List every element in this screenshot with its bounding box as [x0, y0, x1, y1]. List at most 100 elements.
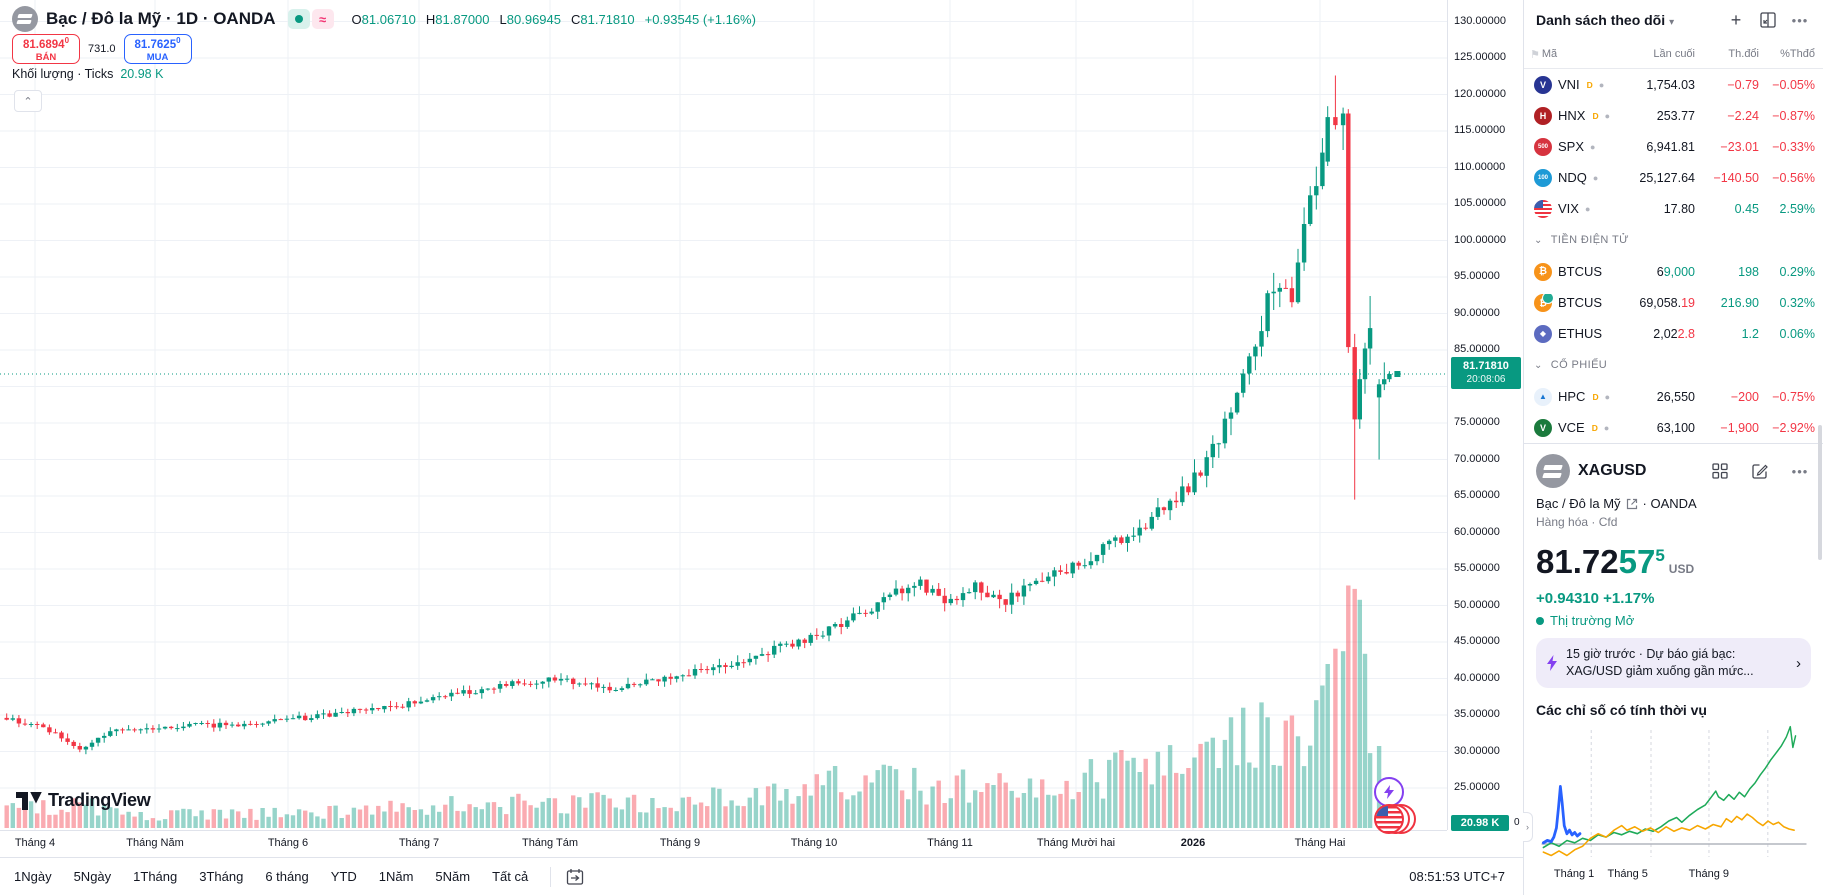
panel-symbol-name[interactable]: Bạc / Đô la Mỹ	[1536, 496, 1621, 511]
daily-change: +0.93545 (+1.16%)	[644, 11, 756, 27]
spx-logo-icon: 500	[1534, 137, 1552, 156]
timeframe-ytd[interactable]: YTD	[330, 869, 357, 884]
news-headline-pill[interactable]: 15 giờ trước · Dự báo giá bạc: XAG/USD g…	[1536, 638, 1811, 688]
column-change[interactable]: Th.đổi	[1728, 48, 1759, 60]
watchlist-row-spx[interactable]: 500 SPX ● 6,941.81 −23.01 −0.33%	[1524, 131, 1823, 162]
timeframe-6-tháng[interactable]: 6 tháng	[265, 869, 309, 884]
market-state-dot-icon: ●	[1604, 110, 1611, 121]
delayed-data-badge: D	[1586, 79, 1593, 90]
watchlist-row-hnx[interactable]: H HNX D ● 253.77 −2.24 −0.87%	[1524, 100, 1823, 131]
price-tick: 85.00000	[1454, 343, 1500, 355]
seasonality-chart-svg[interactable]	[1536, 722, 1812, 867]
column-symbol[interactable]: Mã	[1541, 48, 1558, 60]
news-flash-event-icon[interactable]	[1374, 777, 1404, 807]
sell-button[interactable]: 81.68940 BÁN	[12, 34, 80, 64]
panel-symbol[interactable]: XAGUSD	[1578, 462, 1647, 479]
main-chart[interactable]	[0, 0, 1447, 830]
watchlist-layout-icon[interactable]	[1757, 9, 1779, 31]
watchlist-row-vix[interactable]: VIX ● 17.80 0.45 2.59%	[1524, 193, 1823, 224]
price-tick: 105.00000	[1454, 197, 1506, 209]
price-tick: 30.00000	[1454, 744, 1500, 757]
chevron-down-icon: ▾	[1669, 17, 1675, 28]
tradingview-logo[interactable]: TradingView	[16, 790, 151, 811]
watchlist-row-hpc[interactable]: ▲ HPC D ● 26,550 −200 −0.75%	[1524, 381, 1823, 412]
spread-value: 731.0	[88, 43, 116, 55]
column-last[interactable]: Lần cuối	[1653, 48, 1695, 60]
pane-collapse-button[interactable]: ⌃	[14, 90, 42, 112]
sidebar-collapse-handle[interactable]: ›	[1523, 812, 1533, 842]
date-tick: Tháng 7	[398, 837, 440, 849]
sidebar-scrollbar[interactable]	[1818, 425, 1822, 560]
watchlist-row-btcus[interactable]: ₿ BTCUS 69,000 198 0.29%	[1524, 256, 1823, 287]
watchlist-section-cổ-phiếu[interactable]: ⌄ CỔ PHIẾU	[1534, 359, 1608, 371]
watchlist-row-vce[interactable]: V VCE D ● 63,100 −1,900 −2.92%	[1524, 412, 1823, 443]
right-sidebar: › Danh sách theo dõi ▾ + ••• ⚑ Mã Lần cuố…	[1523, 0, 1823, 895]
last-price: 69,000	[1656, 264, 1695, 279]
column-change-pct[interactable]: %Thđổ	[1780, 48, 1815, 60]
symbol-logo-icon	[1536, 454, 1570, 488]
watchlist-row-ethus[interactable]: ◆ ETHUS 2,022.8 1.2 0.06%	[1524, 318, 1823, 349]
panel-instrument-type: Hàng hóa · Cfd	[1536, 515, 1618, 529]
external-link-icon[interactable]	[1626, 498, 1638, 510]
timeframe-tất-cả[interactable]: Tất cả	[492, 869, 529, 884]
ohlc-item: H81.87000	[425, 11, 490, 27]
price-tick: 70.00000	[1454, 452, 1500, 465]
watchlist-row-vni[interactable]: V VNI D ● 1,754.03 −0.79 −0.05%	[1524, 69, 1823, 100]
timeframe-5ngày[interactable]: 5Ngày	[73, 869, 112, 884]
buy-button[interactable]: 81.76250 MUA	[123, 34, 192, 64]
watchlist-row-ndq[interactable]: 100 NDQ ● 25,127.64 −140.50 −0.56%	[1524, 162, 1823, 193]
seasonality-title: Các chỉ số có tính thời vụ	[1536, 702, 1707, 718]
price-axis[interactable]: 81.71810 20:08:06 20.98 K 0 25.00000 30.0…	[1447, 0, 1524, 831]
ohlc-values: O81.06710 H81.87000 L80.96945 C81.71810 +0.9…	[352, 12, 756, 27]
chevron-down-icon: ⌄	[1534, 234, 1543, 246]
seasonality-x-tick: Tháng 5	[1607, 868, 1648, 880]
ethus-logo-icon: ◆	[1534, 324, 1552, 343]
toolbar-separator	[550, 866, 552, 887]
change-value: 198	[1738, 264, 1759, 279]
symbol-name: BTCUS	[1558, 264, 1603, 279]
compose-note-icon[interactable]	[1749, 460, 1771, 482]
price-tick: 55.00000	[1454, 562, 1500, 574]
hnx-logo-icon: H	[1534, 106, 1552, 125]
candlestick-chart-svg[interactable]	[0, 0, 1447, 830]
change-percent: 0.06%	[1779, 326, 1815, 341]
date-tick: Tháng 4	[14, 837, 56, 849]
date-tick: Tháng 11	[927, 837, 973, 849]
watchlist-row-btcus[interactable]: ₿ BTCUS 69,058.19 216.90 0.32%	[1524, 287, 1823, 318]
flash-icon	[1547, 655, 1557, 671]
watchlist-section-tiền-điện-tử[interactable]: ⌄ TIỀN ĐIỆN TỬ	[1534, 234, 1629, 246]
date-axis[interactable]: Tháng 4 Tháng Năm Tháng 6 Tháng 7 Tháng Tám T…	[0, 830, 1447, 858]
ideas-stream-icon[interactable]: ≈	[311, 9, 334, 29]
chart-region: 81.71810 20:08:06 20.98 K 0 25.00000 30.0…	[0, 0, 1524, 887]
add-symbol-button[interactable]: +	[1730, 9, 1742, 30]
price-tick: 90.00000	[1454, 306, 1500, 319]
volume-indicator-label[interactable]: Khối lượng · Ticks	[12, 67, 114, 81]
date-tick: 2026	[1180, 837, 1206, 849]
market-open-dot-icon[interactable]	[287, 9, 310, 29]
watchlist-title[interactable]: Danh sách theo dõi ▾	[1536, 12, 1675, 28]
seasonality-chart[interactable]: Tháng 1 Tháng 5 Tháng 9	[1536, 722, 1811, 880]
session-clock[interactable]: 08:51:53 UTC+7	[1409, 869, 1505, 884]
go-to-date-icon[interactable]	[565, 867, 585, 887]
symbol-name: VCE	[1558, 420, 1585, 435]
price-tick: 60.00000	[1454, 525, 1500, 538]
symbol-title[interactable]: Bạc / Đô la Mỹ · 1D · OANDA	[46, 9, 276, 28]
market-state-dot-icon: ●	[1604, 391, 1611, 402]
last-price: 1,754.03	[1646, 77, 1695, 92]
symbol-name: ETHUS	[1558, 326, 1603, 341]
timeframe-1ngày[interactable]: 1Ngày	[14, 869, 52, 884]
watchlist-more-icon[interactable]: •••	[1791, 12, 1809, 28]
symbol-logo-icon[interactable]	[12, 6, 38, 32]
panel-more-icon[interactable]: •••	[1791, 463, 1809, 479]
timeframe-3tháng[interactable]: 3Tháng	[199, 869, 244, 884]
price-tick: 110.00000	[1454, 160, 1506, 173]
timeframe-1tháng[interactable]: 1Tháng	[133, 869, 178, 884]
price-tick: 75.00000	[1454, 416, 1500, 428]
market-state-dot-icon: ●	[1590, 141, 1596, 152]
panel-grid-icon[interactable]	[1709, 460, 1731, 482]
economic-events-icons[interactable]	[1374, 804, 1420, 834]
watchlist-column-headers[interactable]: ⚑ Mã Lần cuối Th.đổi %Thđổ	[1524, 40, 1823, 69]
timeframe-1năm[interactable]: 1Năm	[378, 869, 414, 884]
timeframe-5năm[interactable]: 5Năm	[435, 869, 471, 884]
